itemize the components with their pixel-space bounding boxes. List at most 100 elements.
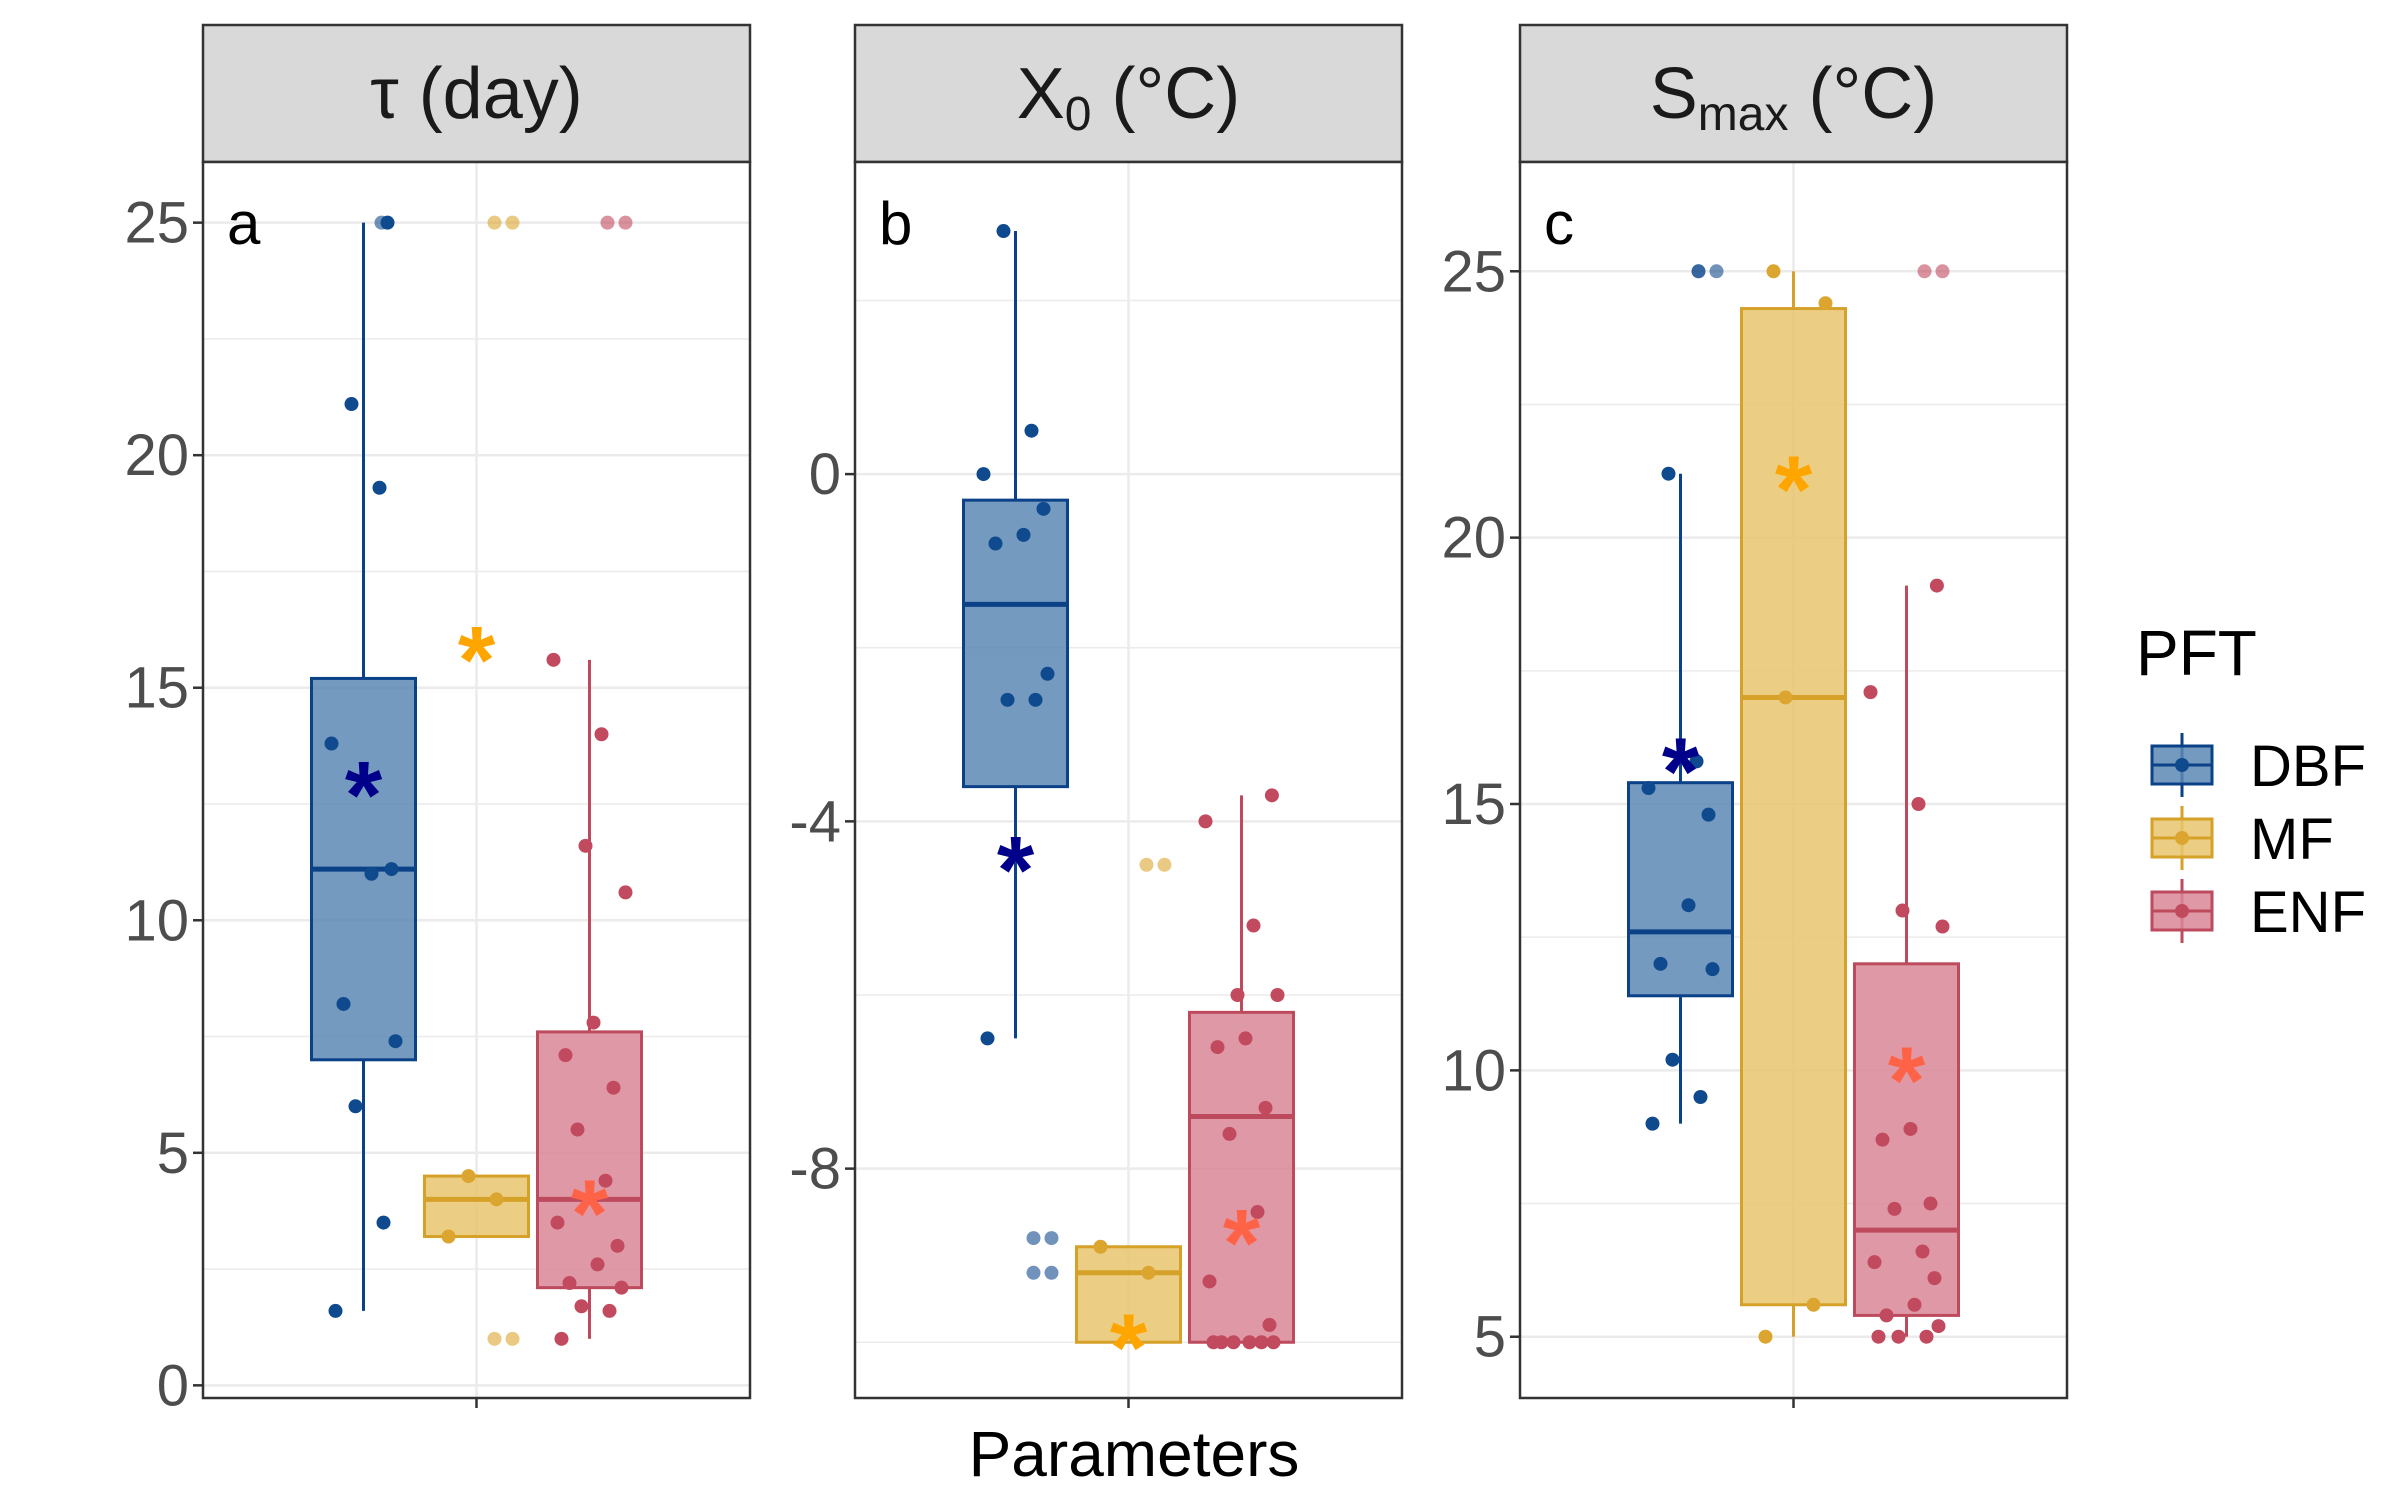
series-mf: * <box>423 215 530 1346</box>
data-point <box>489 1192 504 1207</box>
data-point <box>1641 781 1656 796</box>
series-dbf: * <box>310 215 417 1318</box>
data-point <box>1266 1335 1281 1350</box>
legend-label: MF <box>2250 807 2334 872</box>
panel-a: τ (day) 0 5 10 15 20 25 * * * a <box>124 23 752 1418</box>
data-point <box>554 1331 569 1346</box>
legend-label: DBF <box>2250 734 2366 799</box>
data-point <box>1931 1319 1946 1334</box>
data-point <box>388 1034 403 1049</box>
data-point <box>1806 1297 1821 1312</box>
y-tick-label: 15 <box>124 656 189 721</box>
mean-marker: * <box>1223 1190 1261 1297</box>
data-point <box>618 885 633 900</box>
panel-label: b <box>879 190 912 257</box>
y-tick-label: 5 <box>1474 1305 1506 1370</box>
data-point <box>1887 1201 1902 1216</box>
data-point <box>996 224 1011 239</box>
y-tick-label: 10 <box>1441 1038 1506 1103</box>
data-point <box>614 1280 629 1295</box>
mean-marker: * <box>1110 1294 1148 1401</box>
strip-header <box>853 23 1404 164</box>
data-point <box>1270 987 1285 1002</box>
data-point <box>1871 1329 1886 1344</box>
legend-point <box>2175 904 2189 918</box>
mean-marker: * <box>345 742 383 849</box>
panel-border <box>1518 160 2069 1400</box>
data-point <box>461 1169 476 1184</box>
data-point <box>1863 685 1878 700</box>
data-point <box>1258 1100 1273 1115</box>
box-iqr <box>1075 1245 1182 1344</box>
legend-key-enf: ENF <box>2150 879 2366 945</box>
outlier-point <box>1917 264 1932 279</box>
data-point <box>1778 690 1793 705</box>
mean-marker: * <box>1888 1028 1926 1135</box>
x-axis-title: Parameters <box>969 1418 1300 1490</box>
outlier-point <box>1044 1265 1059 1280</box>
outlier-point <box>600 215 615 230</box>
data-point <box>324 736 339 751</box>
outlier-point <box>505 215 520 230</box>
data-point <box>1867 1255 1882 1270</box>
data-point <box>558 1048 573 1063</box>
data-point <box>1681 898 1696 913</box>
y-tick-label: 20 <box>124 423 189 488</box>
outlier-point <box>487 215 502 230</box>
outlier-point <box>505 1331 520 1346</box>
data-point <box>1693 1090 1708 1104</box>
outlier-point <box>1139 857 1154 872</box>
strip-header <box>1518 23 2069 164</box>
data-point <box>594 727 609 742</box>
legend-label: ENF <box>2250 880 2366 945</box>
series-mf: * <box>1075 857 1182 1401</box>
data-point <box>1879 1308 1894 1323</box>
data-point <box>1226 1335 1241 1350</box>
legend-title: PFT <box>2136 617 2257 689</box>
outlier-point <box>1026 1265 1041 1280</box>
box-iqr <box>1627 781 1734 998</box>
data-point <box>1875 1132 1890 1147</box>
series-mf: * <box>1740 264 1847 1344</box>
data-point <box>384 862 399 877</box>
outlier-point <box>618 215 633 230</box>
data-point <box>598 1173 613 1188</box>
data-point <box>1024 423 1039 438</box>
data-point <box>380 215 395 230</box>
data-point <box>1198 814 1213 829</box>
data-point <box>1210 1040 1225 1055</box>
data-point <box>570 1122 585 1137</box>
data-point <box>1254 1335 1269 1350</box>
data-point <box>1929 578 1944 593</box>
data-point <box>1927 1271 1942 1286</box>
strip-title: τ (day) <box>370 54 582 134</box>
panels: τ (day) 0 5 10 15 20 25 * * * a X0 (°C) -8 -4 0 * * * b Sma… <box>124 23 2069 1418</box>
data-point <box>1645 1116 1660 1131</box>
data-point <box>1264 788 1279 803</box>
y-tick-label: 5 <box>157 1121 189 1186</box>
data-point <box>1214 1335 1229 1350</box>
data-point <box>1141 1265 1156 1280</box>
data-point <box>546 652 561 667</box>
data-point <box>1202 1274 1217 1289</box>
data-point <box>372 480 387 495</box>
strip-header <box>201 23 752 164</box>
y-tick-label: 25 <box>124 191 189 256</box>
y-tick-label: 10 <box>124 888 189 953</box>
data-point <box>1222 1126 1237 1141</box>
series-enf: * <box>1853 264 1960 1344</box>
data-point <box>1923 1196 1938 1211</box>
panel-c: Smax (°C) 5 10 15 20 25 * * * c <box>1441 23 2069 1408</box>
y-tick-label: 25 <box>1441 239 1506 304</box>
panel-border <box>201 160 752 1400</box>
data-point <box>1250 1205 1265 1220</box>
data-point <box>1000 692 1015 707</box>
data-point <box>550 1215 565 1230</box>
data-point <box>606 1080 621 1095</box>
legend-key-dbf: DBF <box>2150 733 2366 799</box>
box-iqr <box>1740 307 1847 1307</box>
data-point <box>1903 1121 1918 1136</box>
panel-label: a <box>227 190 261 257</box>
outlier-point <box>1691 264 1706 279</box>
